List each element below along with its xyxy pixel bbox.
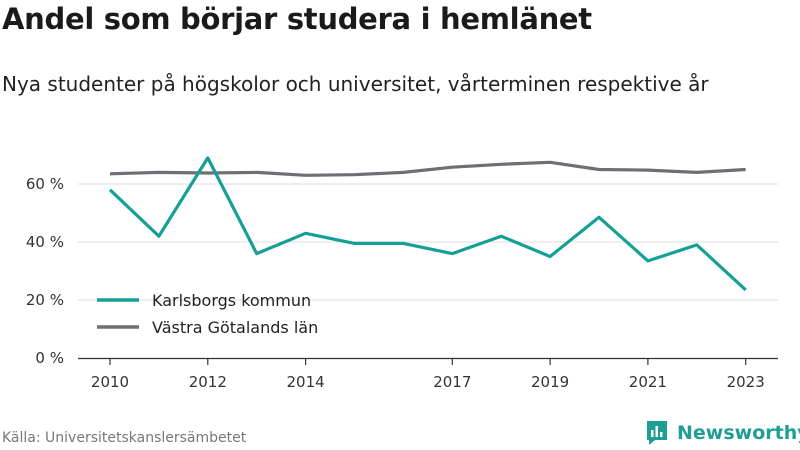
x-axis-ticks: 2010 2012 2014 2017 2019 2021 2023 [91,358,765,391]
newsworthy-logo-icon [647,421,667,445]
chart-subtitle: Nya studenter på högskolor och universit… [2,72,709,96]
brand-logo: Newsworthy [645,420,800,446]
y-tick-label: 20 % [26,291,64,309]
series-lines [108,156,747,292]
brand-name: Newsworthy [677,422,800,444]
x-tick-label: 2023 [727,373,765,391]
x-tick-label: 2019 [531,373,569,391]
x-tick-label: 2021 [629,373,667,391]
series-line-karlsborgs-kommun [108,156,747,292]
chart-title: Andel som börjar studera i hemlänet [2,2,592,36]
gridlines [78,183,778,301]
legend: Karlsborgs kommun Västra Götalands län [97,291,318,337]
legend-label: Karlsborgs kommun [152,291,311,310]
legend-label: Västra Götalands län [152,318,318,337]
y-tick-label: 60 % [26,175,64,193]
y-tick-label: 40 % [26,233,64,251]
x-tick-label: 2017 [433,373,471,391]
y-tick-label: 0 % [35,349,64,367]
source-note: Källa: Universitetskanslersämbetet [2,430,247,446]
y-axis-ticks: 0 % 20 % 40 % 60 % [26,175,64,367]
x-tick-label: 2010 [91,373,129,391]
x-tick-label: 2012 [189,373,227,391]
x-tick-label: 2014 [287,373,325,391]
